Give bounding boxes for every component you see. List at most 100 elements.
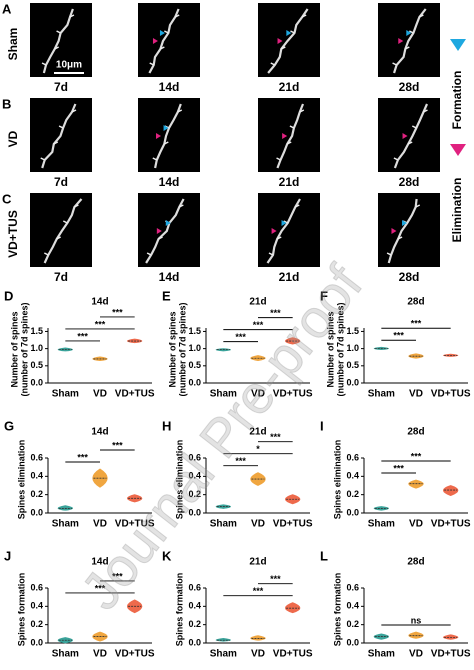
micrograph <box>138 98 200 172</box>
dendrite <box>148 8 180 74</box>
arrow <box>282 133 288 139</box>
dendrite <box>145 198 185 264</box>
spine <box>289 125 295 129</box>
y-tick-label: 0.2 <box>188 619 201 629</box>
y-tick-label: 0.4 <box>188 601 201 611</box>
spine <box>299 109 305 113</box>
panel-letter: L <box>320 548 328 563</box>
y-tick-label: 0.0 <box>346 637 359 647</box>
y-tick-label: 1.5 <box>188 326 201 336</box>
x-tick-label: VD <box>251 649 265 660</box>
column-label: 7d <box>54 80 68 94</box>
x-tick-label: VD <box>93 389 107 400</box>
spine <box>178 204 184 208</box>
y-tick-label: 0.4 <box>346 471 359 481</box>
arrow <box>402 220 408 226</box>
y-tick-label: 0.0 <box>346 507 359 517</box>
column-label: 14d <box>159 175 180 189</box>
micrograph <box>30 3 92 77</box>
y-tick-label: 0.0 <box>30 377 43 387</box>
spine <box>146 252 152 256</box>
spine <box>415 204 421 208</box>
violin <box>442 634 459 640</box>
scale-bar-label: 10μm <box>56 60 82 71</box>
sig-label: *** <box>270 574 281 584</box>
panel-letter: K <box>162 548 172 563</box>
column-label: 21d <box>279 175 300 189</box>
dendrite <box>266 198 301 264</box>
spine <box>386 252 392 256</box>
spine <box>74 204 79 208</box>
micrograph <box>378 193 440 267</box>
dendrite <box>276 103 305 169</box>
panel-letter: D <box>4 288 13 303</box>
x-tick-label: Sham <box>52 389 79 400</box>
arrow <box>406 30 412 36</box>
x-tick-label: VD <box>251 519 265 530</box>
panel-letter: E <box>162 288 171 303</box>
dendrite <box>154 103 182 169</box>
sig-label: *** <box>235 456 246 466</box>
chart-title: 14d <box>91 427 108 438</box>
spine <box>160 46 165 50</box>
violin <box>57 505 74 511</box>
panel-letter: F <box>320 288 328 303</box>
y-tick-label: 0.2 <box>188 489 201 499</box>
y-axis-label: Number of spines <box>325 311 335 387</box>
y-axis-label: (number of 7d spines) <box>335 302 345 396</box>
arrow <box>391 228 397 234</box>
y-axis-label: Number of spines <box>167 311 177 387</box>
y-tick-label: 0.6 <box>188 452 201 462</box>
x-tick-label: VD+TUS <box>431 649 471 660</box>
spine <box>411 125 417 129</box>
spine <box>301 14 307 18</box>
spine <box>58 125 64 129</box>
x-tick-label: Sham <box>52 649 79 660</box>
panel-letter: I <box>320 418 324 433</box>
chart-title: 28d <box>407 427 424 438</box>
spine <box>392 62 397 66</box>
sig-label: *** <box>253 586 264 596</box>
row-label: VD <box>6 130 20 147</box>
column-label: 21d <box>279 270 300 284</box>
spine <box>409 30 414 34</box>
x-tick-label: VD <box>409 519 423 530</box>
x-tick-label: VD+TUS <box>115 519 155 530</box>
micrograph <box>258 193 320 267</box>
y-tick-label: 0.2 <box>30 619 43 629</box>
column-label: 28d <box>399 175 420 189</box>
spine <box>290 30 295 34</box>
micrograph <box>258 98 320 172</box>
y-tick-label: 0.5 <box>30 360 43 370</box>
spine <box>43 252 49 256</box>
arrow <box>159 30 165 36</box>
spine <box>419 14 424 18</box>
micrograph <box>138 193 200 267</box>
spine <box>276 236 282 240</box>
sig-label: *** <box>77 452 88 462</box>
y-axis-label: Spines elimination <box>332 440 342 520</box>
spine <box>158 236 163 240</box>
violin <box>250 635 266 641</box>
x-tick-label: Sham <box>368 649 395 660</box>
y-tick-label: 0.6 <box>346 582 359 592</box>
sig-label: *** <box>112 571 123 581</box>
sig-label: ns <box>411 615 422 625</box>
chart-title: 28d <box>407 557 424 568</box>
dendrite <box>267 8 309 74</box>
y-tick-label: 0.0 <box>30 637 43 647</box>
spine <box>41 62 47 66</box>
violin <box>408 631 424 639</box>
panel-letter: B <box>2 96 11 111</box>
chart-title: 28d <box>407 297 424 308</box>
y-tick-label: 0.0 <box>188 637 201 647</box>
y-axis-label: Spines formation <box>174 573 184 647</box>
violin <box>408 479 424 489</box>
spine <box>163 141 169 145</box>
column-label: 28d <box>399 270 420 284</box>
chart-title: 14d <box>91 297 108 308</box>
spine <box>53 141 59 145</box>
sig-label: *** <box>95 583 106 593</box>
spine <box>286 141 292 145</box>
y-tick-label: 1.5 <box>30 326 43 336</box>
